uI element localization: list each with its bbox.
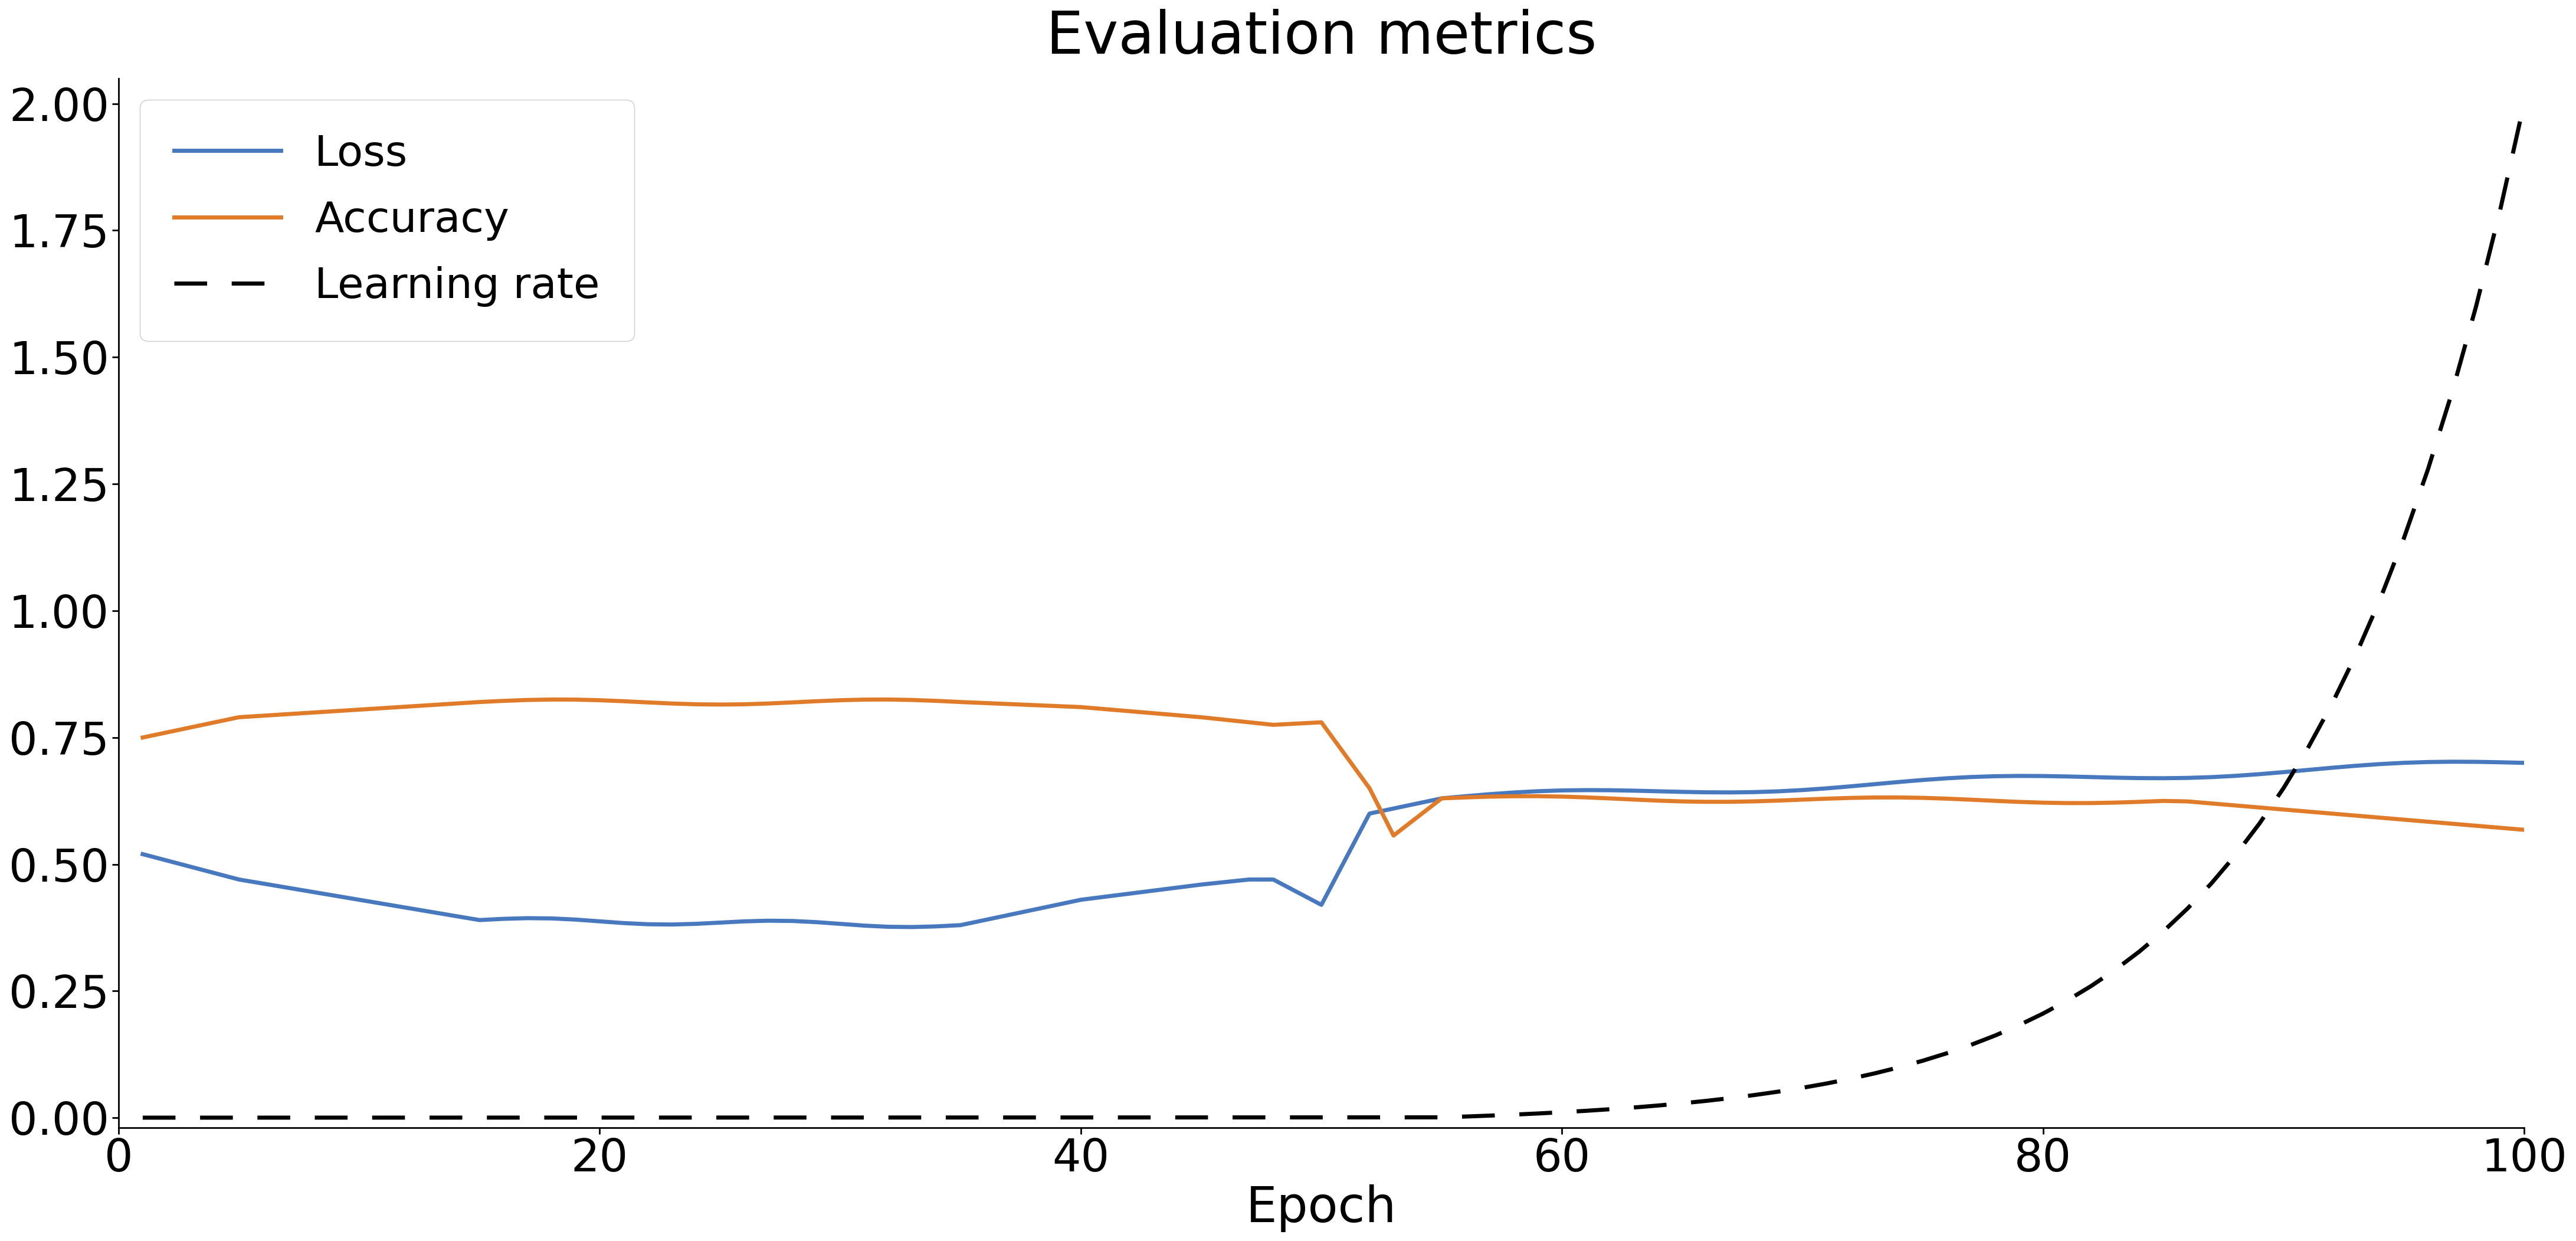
- Loss: [1378, 800, 1409, 815]
- Learning rate: [2509, 96, 2540, 110]
- Learning rate: [1546, 1104, 1577, 1119]
- Accuracy: [126, 730, 157, 745]
- Accuracy: [536, 692, 567, 707]
- Accuracy: [2365, 810, 2396, 825]
- Title: Evaluation metrics: Evaluation metrics: [1046, 9, 1597, 66]
- Learning rate: [126, 1111, 157, 1126]
- Accuracy: [1595, 791, 1625, 805]
- Accuracy: [1378, 828, 1409, 843]
- Loss: [896, 920, 927, 934]
- Line: Learning rate: Learning rate: [142, 103, 2524, 1118]
- Accuracy: [608, 694, 639, 709]
- Accuracy: [2509, 823, 2540, 838]
- Loss: [1571, 783, 1602, 798]
- Learning rate: [585, 1111, 616, 1126]
- Loss: [126, 846, 157, 861]
- Loss: [2339, 758, 2370, 773]
- X-axis label: Epoch: Epoch: [1247, 1184, 1396, 1232]
- Legend: Loss, Accuracy, Learning rate: Loss, Accuracy, Learning rate: [139, 99, 634, 341]
- Loss: [585, 913, 616, 928]
- Loss: [2509, 756, 2540, 771]
- Loss: [2437, 755, 2468, 769]
- Learning rate: [1355, 1109, 1386, 1124]
- Learning rate: [2316, 697, 2347, 712]
- Accuracy: [1401, 809, 1432, 824]
- Loss: [2414, 755, 2445, 769]
- Line: Accuracy: Accuracy: [142, 700, 2524, 835]
- Accuracy: [2437, 817, 2468, 831]
- Accuracy: [706, 697, 737, 712]
- Learning rate: [680, 1111, 711, 1126]
- Loss: [680, 916, 711, 931]
- Line: Loss: Loss: [142, 762, 2524, 927]
- Learning rate: [2388, 531, 2419, 546]
